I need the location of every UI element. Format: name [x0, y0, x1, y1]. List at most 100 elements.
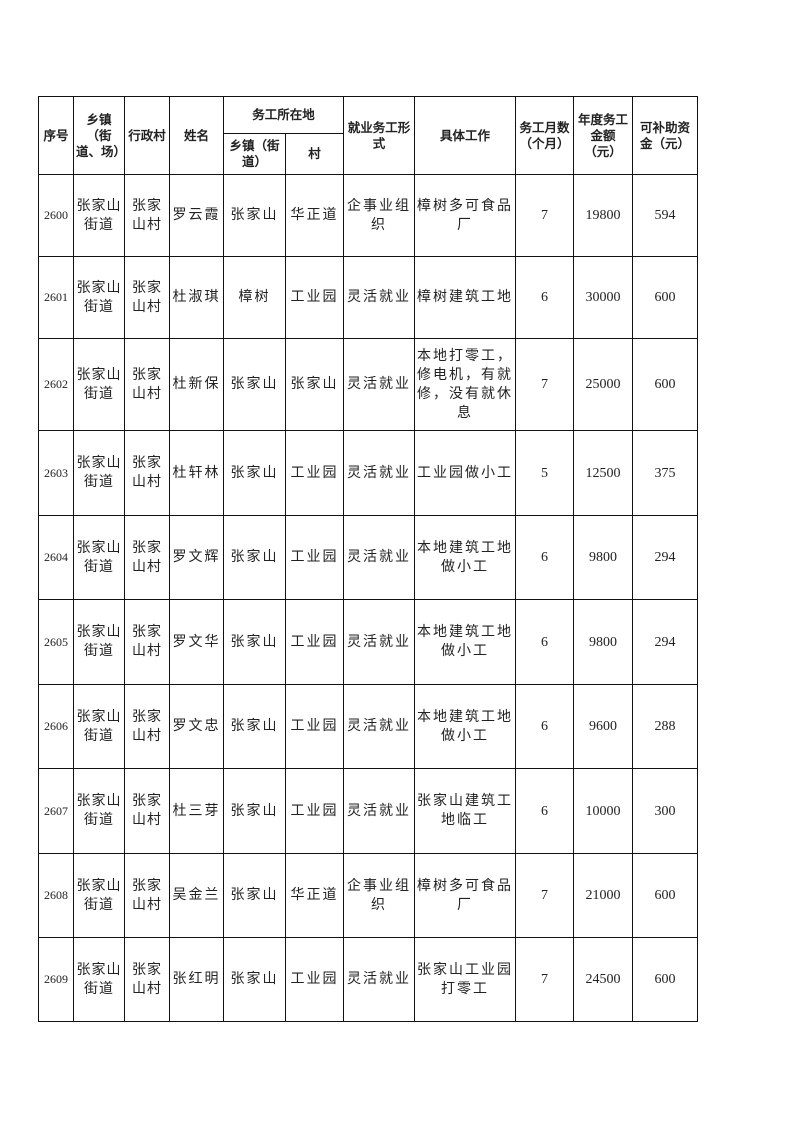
cell-town: 张家山街道 [73, 937, 125, 1022]
cell-income: 12500 [573, 430, 634, 516]
cell-seq: 2606 [38, 684, 74, 769]
cell-name: 罗文辉 [169, 515, 224, 600]
cell-work-town: 张家山 [223, 174, 286, 257]
cell-seq: 2601 [38, 256, 74, 339]
cell-name: 杜新保 [169, 338, 224, 431]
cell-months: 7 [515, 853, 575, 938]
table-row: 2603 张家山街道 张家山村 杜轩林 张家山 工业园 灵活就业 工业园做小工 5 12500 37… [38, 430, 699, 516]
cell-name: 杜三芽 [169, 768, 224, 854]
table-row: 2605 张家山街道 张家山村 罗文华 张家山 工业园 灵活就业 本地建筑工地做小工 6 9800… [38, 599, 699, 685]
cell-town: 张家山街道 [73, 853, 125, 938]
cell-job: 工业园做小工 [414, 430, 517, 516]
cell-work-village: 工业园 [284, 937, 345, 1022]
cell-name: 杜轩林 [169, 430, 224, 516]
cell-name: 张红明 [169, 937, 224, 1022]
cell-village: 张家山村 [124, 937, 170, 1022]
cell-job: 樟树多可食品厂 [414, 853, 517, 938]
cell-income: 19800 [573, 174, 634, 257]
cell-subsidy: 600 [632, 256, 699, 339]
cell-income: 9800 [573, 599, 634, 685]
header-seq: 序号 [38, 96, 74, 175]
cell-work-town: 张家山 [223, 338, 286, 431]
cell-job: 本地建筑工地做小工 [414, 684, 517, 769]
cell-subsidy: 600 [632, 853, 699, 938]
cell-type: 灵活就业 [343, 430, 416, 516]
cell-seq: 2609 [38, 937, 74, 1022]
header-months: 务工月数（个月） [515, 96, 575, 175]
cell-job: 本地打零工，修电机，有就修，没有就休息 [414, 338, 517, 431]
table-row: 2609 张家山街道 张家山村 张红明 张家山 工业园 灵活就业 张家山工业园打零工 7 2450… [38, 937, 699, 1022]
table-row: 2604 张家山街道 张家山村 罗文辉 张家山 工业园 灵活就业 本地建筑工地做小工 6 9800… [38, 515, 699, 600]
table-row: 2608 张家山街道 张家山村 吴金兰 张家山 华正道 企事业组织 樟树多可食品厂 7 21000… [38, 853, 699, 938]
cell-work-town: 樟树 [223, 256, 286, 339]
cell-village: 张家山村 [124, 430, 170, 516]
cell-job: 张家山建筑工地临工 [414, 768, 517, 854]
cell-income: 9800 [573, 515, 634, 600]
cell-seq: 2602 [38, 338, 74, 431]
header-work-town: 乡镇（街道） [223, 133, 286, 175]
header-subsidy: 可补助资金（元） [632, 96, 699, 175]
cell-village: 张家山村 [124, 256, 170, 339]
cell-subsidy: 288 [632, 684, 699, 769]
cell-type: 灵活就业 [343, 599, 416, 685]
cell-village: 张家山村 [124, 174, 170, 257]
cell-work-village: 工业园 [284, 768, 345, 854]
cell-village: 张家山村 [124, 338, 170, 431]
cell-type: 灵活就业 [343, 937, 416, 1022]
cell-seq: 2604 [38, 515, 74, 600]
cell-work-town: 张家山 [223, 430, 286, 516]
cell-name: 杜淑琪 [169, 256, 224, 339]
cell-months: 6 [515, 515, 575, 600]
table-row: 2607 张家山街道 张家山村 杜三芽 张家山 工业园 灵活就业 张家山建筑工地临工 6 1000… [38, 768, 699, 854]
cell-work-village: 华正道 [284, 853, 345, 938]
cell-income: 25000 [573, 338, 634, 431]
table-row: 2601 张家山街道 张家山村 杜淑琪 樟树 工业园 灵活就业 樟树建筑工地 6 30000 600 [38, 256, 699, 339]
cell-seq: 2607 [38, 768, 74, 854]
header-name: 姓名 [169, 96, 224, 175]
cell-job: 本地建筑工地做小工 [414, 515, 517, 600]
cell-type: 企事业组织 [343, 853, 416, 938]
cell-work-village: 工业园 [284, 430, 345, 516]
cell-income: 10000 [573, 768, 634, 854]
cell-name: 罗文忠 [169, 684, 224, 769]
cell-town: 张家山街道 [73, 768, 125, 854]
cell-subsidy: 300 [632, 768, 699, 854]
table-row: 2600 张家山街道 张家山村 罗云霞 张家山 华正道 企事业组织 樟树多可食品厂 7 19800… [38, 174, 699, 257]
cell-months: 6 [515, 599, 575, 685]
cell-income: 30000 [573, 256, 634, 339]
cell-months: 7 [515, 174, 575, 257]
cell-seq: 2605 [38, 599, 74, 685]
table-row: 2602 张家山街道 张家山村 杜新保 张家山 张家山 灵活就业 本地打零工，修电机，有就修，… [38, 338, 699, 431]
cell-subsidy: 594 [632, 174, 699, 257]
cell-work-town: 张家山 [223, 853, 286, 938]
cell-seq: 2603 [38, 430, 74, 516]
header-annual-income: 年度务工金额（元） [573, 96, 634, 175]
cell-name: 罗文华 [169, 599, 224, 685]
cell-seq: 2600 [38, 174, 74, 257]
cell-type: 灵活就业 [343, 338, 416, 431]
cell-months: 6 [515, 684, 575, 769]
cell-type: 灵活就业 [343, 684, 416, 769]
cell-months: 5 [515, 430, 575, 516]
cell-town: 张家山街道 [73, 338, 125, 431]
cell-work-village: 工业园 [284, 515, 345, 600]
cell-job: 张家山工业园打零工 [414, 937, 517, 1022]
cell-months: 7 [515, 338, 575, 431]
table-row: 2606 张家山街道 张家山村 罗文忠 张家山 工业园 灵活就业 本地建筑工地做小工 6 9600… [38, 684, 699, 769]
header-employment-type: 就业务工形式 [343, 96, 416, 175]
cell-income: 9600 [573, 684, 634, 769]
cell-town: 张家山街道 [73, 684, 125, 769]
header-village: 行政村 [124, 96, 170, 175]
cell-type: 灵活就业 [343, 768, 416, 854]
cell-months: 6 [515, 256, 575, 339]
header-town: 乡镇（街道、场） [73, 96, 125, 175]
cell-village: 张家山村 [124, 768, 170, 854]
cell-work-village: 工业园 [284, 256, 345, 339]
cell-work-village: 华正道 [284, 174, 345, 257]
cell-work-town: 张家山 [223, 599, 286, 685]
cell-subsidy: 294 [632, 599, 699, 685]
cell-income: 21000 [573, 853, 634, 938]
cell-work-town: 张家山 [223, 515, 286, 600]
cell-type: 企事业组织 [343, 174, 416, 257]
cell-village: 张家山村 [124, 599, 170, 685]
